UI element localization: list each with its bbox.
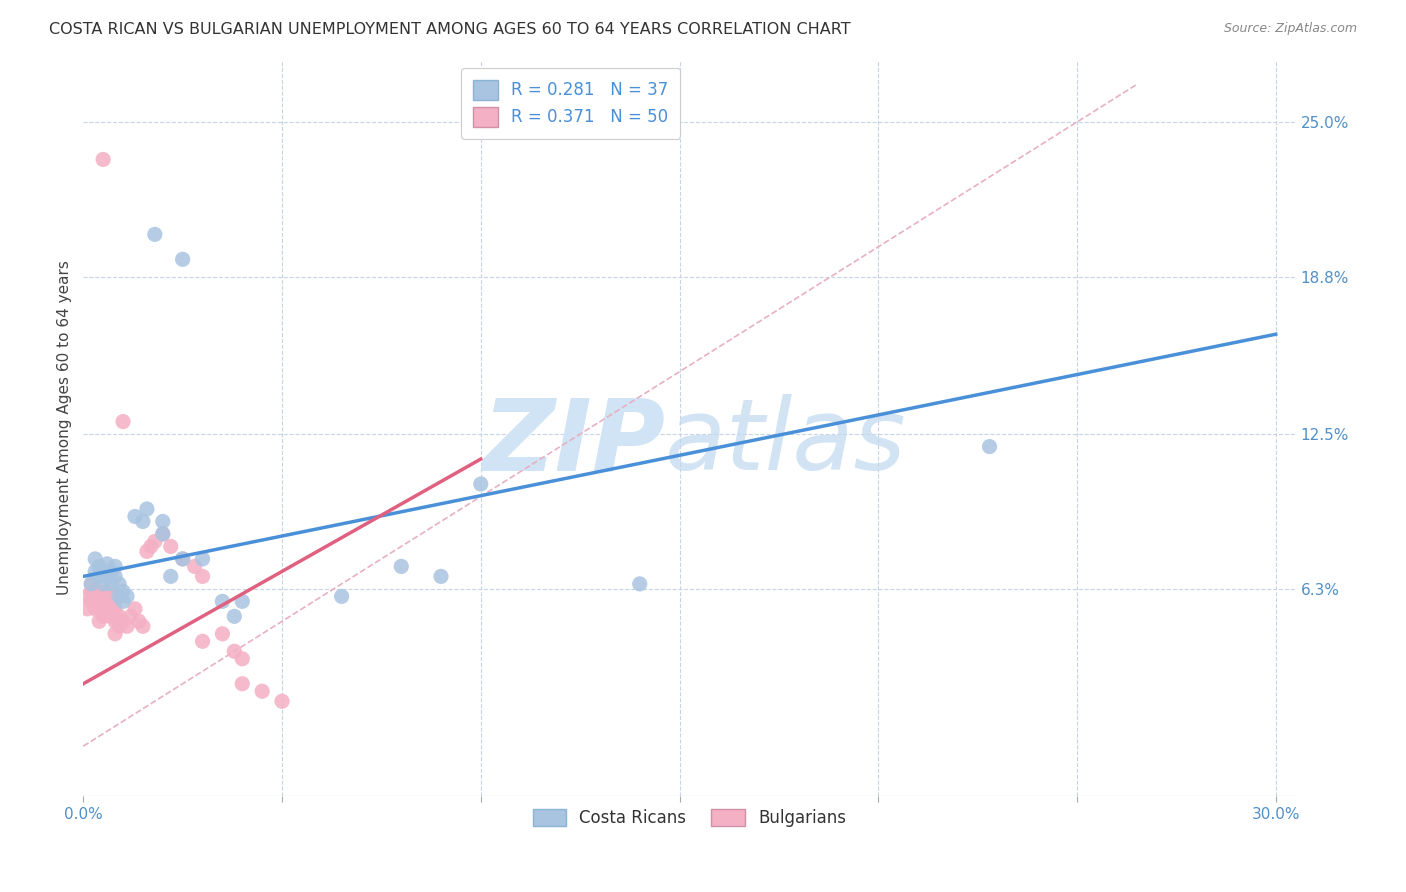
Point bbox=[191, 552, 214, 566]
Point bbox=[172, 552, 194, 566]
Point bbox=[80, 584, 103, 599]
Legend: Costa Ricans, Bulgarians: Costa Ricans, Bulgarians bbox=[524, 801, 855, 836]
Point bbox=[108, 619, 131, 633]
Point bbox=[91, 590, 114, 604]
Point bbox=[89, 569, 111, 583]
Point bbox=[112, 615, 135, 629]
Point bbox=[159, 540, 181, 554]
Point bbox=[191, 569, 214, 583]
Point bbox=[104, 602, 127, 616]
Text: Source: ZipAtlas.com: Source: ZipAtlas.com bbox=[1223, 22, 1357, 36]
Point bbox=[224, 644, 246, 658]
Point bbox=[135, 544, 157, 558]
Point bbox=[135, 502, 157, 516]
Point bbox=[139, 540, 162, 554]
Point bbox=[470, 477, 492, 491]
Point bbox=[80, 594, 103, 608]
Point bbox=[211, 594, 233, 608]
Point bbox=[108, 577, 131, 591]
Point bbox=[224, 609, 246, 624]
Point bbox=[250, 684, 273, 698]
Point bbox=[115, 590, 138, 604]
Point bbox=[96, 557, 118, 571]
Point bbox=[96, 569, 118, 583]
Point bbox=[152, 527, 174, 541]
Point bbox=[389, 559, 412, 574]
Point bbox=[76, 590, 98, 604]
Point bbox=[183, 559, 205, 574]
Point bbox=[84, 565, 107, 579]
Point bbox=[271, 694, 294, 708]
Point bbox=[124, 602, 146, 616]
Point bbox=[120, 609, 142, 624]
Point bbox=[112, 415, 135, 429]
Point bbox=[91, 609, 114, 624]
Point bbox=[191, 634, 214, 648]
Point bbox=[80, 577, 103, 591]
Point bbox=[104, 627, 127, 641]
Point bbox=[84, 552, 107, 566]
Point bbox=[143, 227, 166, 242]
Point bbox=[143, 534, 166, 549]
Point bbox=[628, 577, 651, 591]
Point bbox=[91, 565, 114, 579]
Text: atlas: atlas bbox=[665, 394, 907, 491]
Point bbox=[84, 594, 107, 608]
Y-axis label: Unemployment Among Ages 60 to 64 years: Unemployment Among Ages 60 to 64 years bbox=[58, 260, 72, 595]
Point bbox=[211, 627, 233, 641]
Point bbox=[132, 515, 155, 529]
Point bbox=[89, 584, 111, 599]
Point bbox=[112, 594, 135, 608]
Point bbox=[84, 602, 107, 616]
Point bbox=[100, 577, 122, 591]
Point bbox=[100, 590, 122, 604]
Point bbox=[104, 615, 127, 629]
Point bbox=[172, 552, 194, 566]
Point bbox=[112, 584, 135, 599]
Point bbox=[159, 569, 181, 583]
Point bbox=[91, 153, 114, 167]
Point bbox=[172, 252, 194, 267]
Point bbox=[231, 594, 253, 608]
Point bbox=[231, 652, 253, 666]
Point bbox=[128, 615, 150, 629]
Point bbox=[100, 602, 122, 616]
Point bbox=[115, 619, 138, 633]
Text: ZIP: ZIP bbox=[482, 394, 665, 491]
Point bbox=[76, 602, 98, 616]
Point bbox=[96, 602, 118, 616]
Point bbox=[108, 590, 131, 604]
Point bbox=[979, 440, 1001, 454]
Point bbox=[104, 559, 127, 574]
Point bbox=[89, 602, 111, 616]
Point bbox=[89, 559, 111, 574]
Point bbox=[124, 509, 146, 524]
Point bbox=[231, 677, 253, 691]
Point bbox=[91, 602, 114, 616]
Point bbox=[89, 594, 111, 608]
Point bbox=[132, 619, 155, 633]
Point bbox=[96, 584, 118, 599]
Point bbox=[89, 615, 111, 629]
Point bbox=[80, 577, 103, 591]
Point bbox=[330, 590, 353, 604]
Point bbox=[100, 609, 122, 624]
Point bbox=[430, 569, 453, 583]
Point bbox=[108, 609, 131, 624]
Text: COSTA RICAN VS BULGARIAN UNEMPLOYMENT AMONG AGES 60 TO 64 YEARS CORRELATION CHAR: COSTA RICAN VS BULGARIAN UNEMPLOYMENT AM… bbox=[49, 22, 851, 37]
Point bbox=[84, 584, 107, 599]
Point bbox=[152, 527, 174, 541]
Point bbox=[100, 565, 122, 579]
Point bbox=[96, 594, 118, 608]
Point bbox=[91, 577, 114, 591]
Point bbox=[152, 515, 174, 529]
Point bbox=[84, 590, 107, 604]
Point bbox=[104, 569, 127, 583]
